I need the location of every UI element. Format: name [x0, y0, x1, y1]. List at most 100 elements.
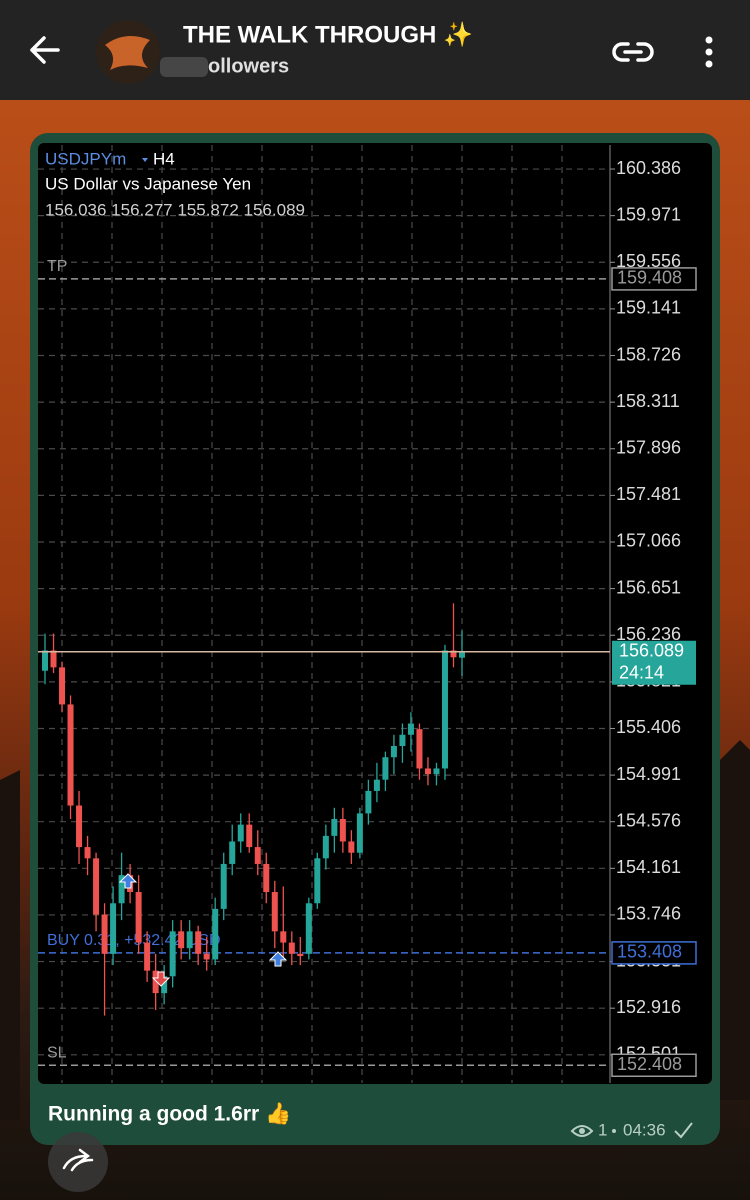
- candle-body: [322, 835, 329, 859]
- candle-body: [42, 650, 48, 671]
- candle-body: [280, 931, 287, 943]
- forward-button[interactable]: [48, 1132, 108, 1192]
- candle-body: [339, 819, 346, 842]
- candle-body: [390, 745, 397, 758]
- candle-body: [59, 667, 66, 705]
- channel-title[interactable]: THE WALK THROUGH ✨: [183, 21, 473, 48]
- candle-body: [288, 942, 295, 954]
- candle-body: [314, 858, 321, 904]
- candle-body: [93, 858, 100, 915]
- candle-body: [331, 819, 338, 836]
- ohlc-readout: 156.036 156.277 155.872 156.089: [45, 200, 305, 219]
- candle-body: [203, 953, 210, 960]
- candle-body: [459, 651, 465, 658]
- candle-body: [212, 908, 219, 960]
- candle-body: [152, 970, 159, 994]
- level-label: BUY 0.31, +532.42 USD: [47, 932, 221, 949]
- forward-icon: [62, 1148, 94, 1172]
- candle-body: [382, 757, 389, 780]
- candle-body: [237, 824, 244, 842]
- y-tick-label: 154.161: [616, 857, 681, 877]
- y-tick-label: 154.991: [616, 764, 681, 784]
- trade-arrow: [118, 873, 138, 889]
- bar-countdown: 24:14: [619, 662, 664, 682]
- y-tick-label: 160.386: [616, 158, 681, 178]
- candle-body: [399, 734, 406, 746]
- timeframe: H4: [153, 149, 175, 168]
- candle-body: [254, 847, 261, 864]
- view-count: 1: [598, 1120, 607, 1139]
- y-tick-label: 155.406: [616, 717, 681, 737]
- candle-body: [441, 650, 448, 769]
- level-price-box: [611, 941, 697, 965]
- separator-dot: [612, 1129, 616, 1133]
- candle-body: [101, 914, 108, 954]
- candle-body: [220, 863, 227, 909]
- candle-body: [135, 892, 142, 943]
- y-tick-label: 157.066: [616, 531, 681, 551]
- menu-button[interactable]: [705, 36, 713, 68]
- candle-body: [67, 704, 74, 806]
- y-tick-label: 156.651: [616, 577, 681, 597]
- y-tick-label: 152.916: [616, 997, 681, 1017]
- candle-body: [348, 841, 355, 853]
- y-tick-label: 158.311: [616, 391, 680, 411]
- candle-body: [161, 976, 168, 994]
- candle-body: [263, 863, 270, 893]
- symbol: USDJPYm: [45, 149, 126, 168]
- trade-arrow: [268, 951, 288, 967]
- y-tick-label: 159.556: [616, 251, 681, 271]
- candle-body: [416, 729, 423, 769]
- sent-check: [674, 1122, 693, 1139]
- candle-body: [178, 931, 185, 949]
- candle-body: [356, 813, 363, 853]
- level-price: 159.408: [617, 268, 682, 288]
- chart: 160.386 159.971 159.556 159.141 158.726 158.3…: [38, 145, 697, 1083]
- instrument-name: US Dollar vs Japanese Yen: [45, 174, 251, 193]
- candle-body: [271, 892, 278, 932]
- symbol-dot: [142, 158, 148, 162]
- message-time: 04:36: [623, 1120, 666, 1139]
- candle-body: [305, 903, 312, 954]
- candle-body: [84, 847, 91, 859]
- level-price: 153.408: [617, 942, 682, 962]
- candle-body: [407, 723, 414, 735]
- avatar-bird: [105, 36, 150, 70]
- candle-body: [50, 650, 57, 668]
- level-label: SL: [47, 1044, 67, 1061]
- candle-body: [433, 768, 440, 775]
- candle-body: [365, 790, 372, 814]
- candle-body: [76, 805, 83, 848]
- candle-body: [110, 903, 117, 954]
- level-price-box: [611, 1053, 697, 1078]
- candle-body: [424, 768, 431, 775]
- y-tick-label: 154.576: [616, 810, 681, 830]
- channel-subtitle: ollowers: [208, 55, 289, 77]
- level-label: TP: [47, 258, 67, 275]
- candle-body: [229, 841, 236, 864]
- trade-arrow: [151, 971, 171, 987]
- level-price-box: [611, 267, 697, 291]
- candle-body: [186, 931, 193, 949]
- back-button[interactable]: [30, 36, 60, 64]
- candle-body: [144, 942, 151, 971]
- y-tick-label: 157.896: [616, 438, 681, 458]
- message-text: Running a good 1.6rr 👍: [48, 1101, 291, 1126]
- candle-body: [169, 931, 176, 977]
- y-tick-label: 156.236: [616, 624, 681, 644]
- level-price: 152.408: [617, 1054, 682, 1074]
- chart-image[interactable]: [38, 143, 712, 1084]
- link-button[interactable]: [612, 42, 654, 62]
- y-tick-label: 159.971: [616, 204, 681, 224]
- candle-body: [118, 875, 125, 904]
- y-tick-label: 159.141: [616, 298, 681, 318]
- candle-body: [246, 824, 253, 848]
- bid-box: [612, 640, 696, 685]
- bid-price: 156.089: [619, 640, 684, 660]
- y-tick-label: 153.746: [616, 904, 681, 924]
- candle-body: [297, 953, 304, 957]
- candle-body: [373, 779, 380, 791]
- blurred-count: [160, 57, 208, 77]
